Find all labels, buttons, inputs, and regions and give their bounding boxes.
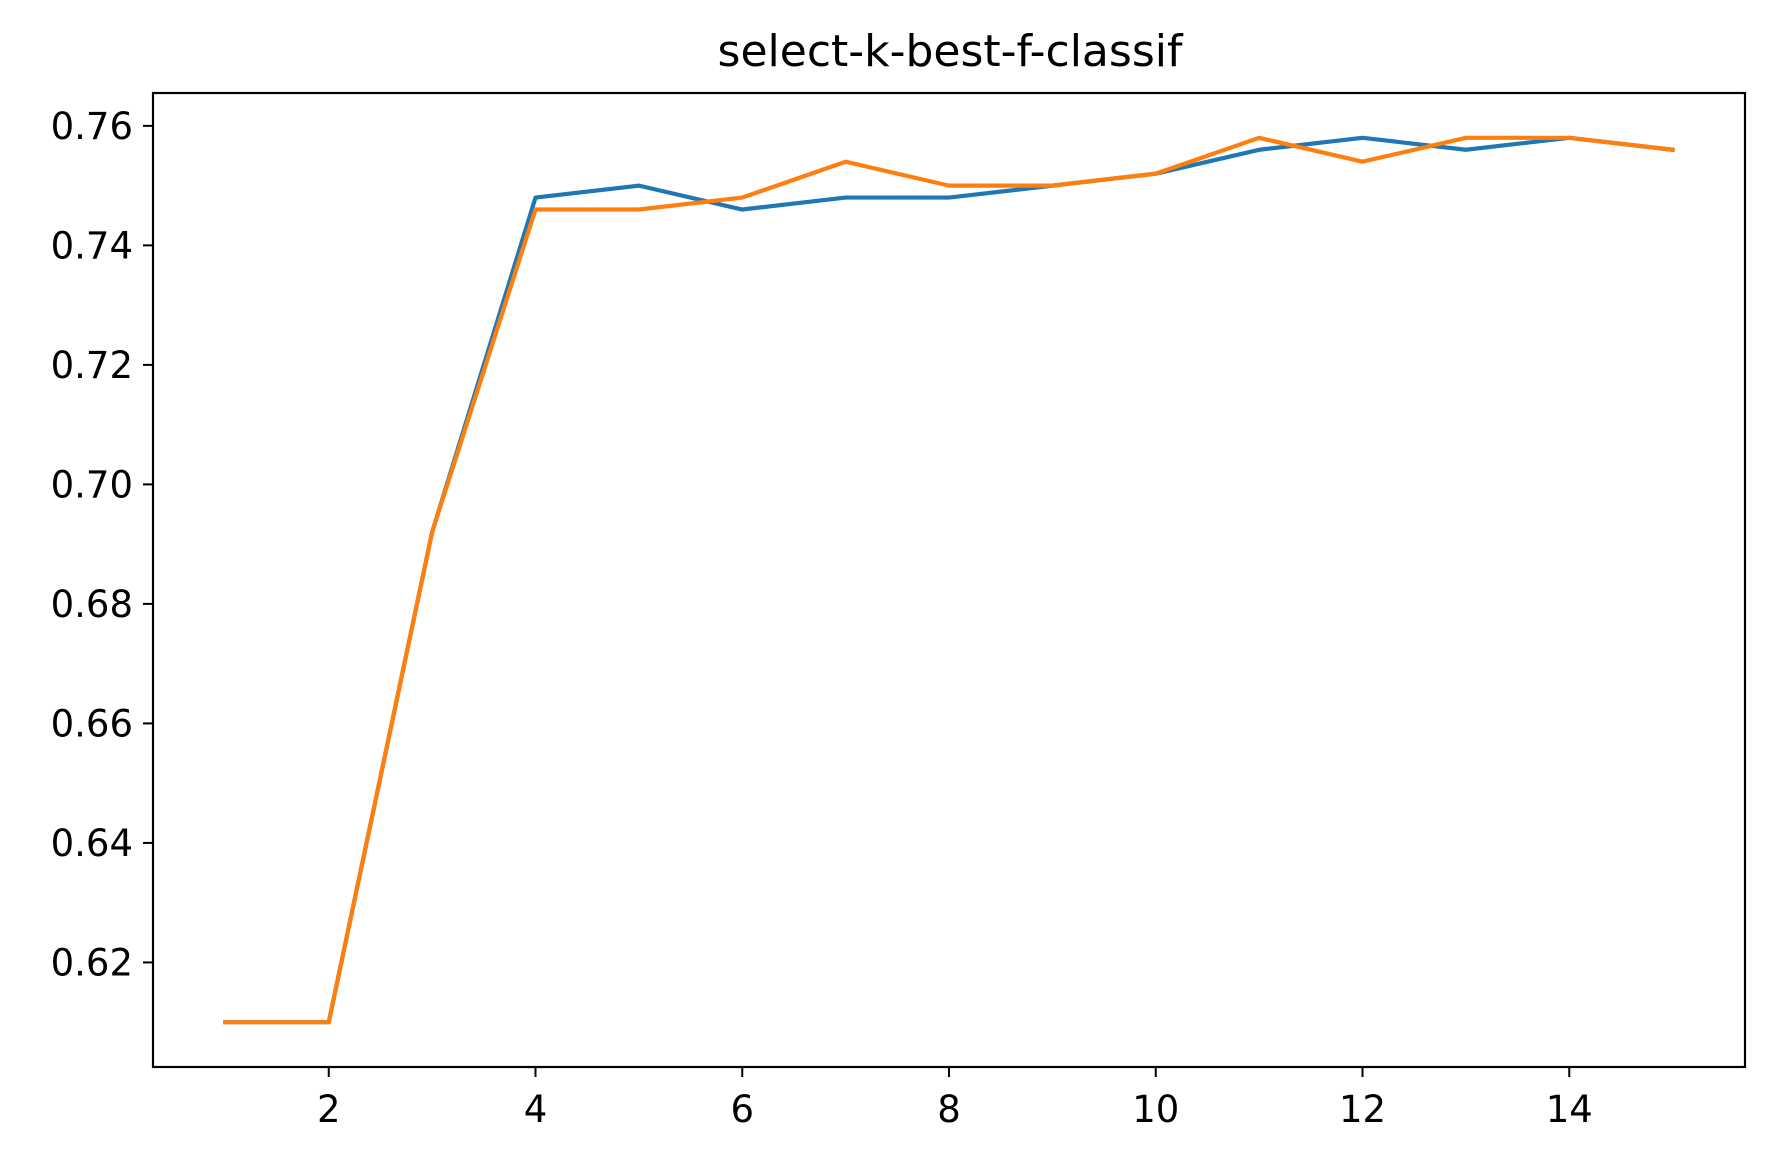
y-tick-label: 0.76 <box>51 105 133 148</box>
y-tick-label: 0.72 <box>51 344 133 387</box>
x-tick-label: 12 <box>1339 1088 1386 1131</box>
series-layer <box>223 135 1675 1025</box>
y-tick-label: 0.68 <box>51 583 133 626</box>
x-tick-label: 2 <box>317 1088 341 1131</box>
x-tick-label: 8 <box>937 1088 961 1131</box>
y-tick-label: 0.64 <box>51 822 133 865</box>
y-tick-label: 0.66 <box>51 702 133 745</box>
x-tick-label: 10 <box>1132 1088 1179 1131</box>
y-tick-label: 0.62 <box>51 941 133 984</box>
y-tick-label: 0.74 <box>51 224 133 267</box>
y-tick-label: 0.70 <box>51 463 133 506</box>
x-tick-label: 4 <box>524 1088 548 1131</box>
axes-layer: 2 4 6 8 10 12 14 0.62 0.64 0.66 0.68 0.70 0.72 0.74 0.… <box>51 91 1747 1131</box>
series-line-2 <box>223 135 1675 1025</box>
x-tick-label: 14 <box>1546 1088 1593 1131</box>
chart-title: select-k-best-f-classif <box>718 26 1184 77</box>
x-tick-label: 6 <box>730 1088 754 1131</box>
